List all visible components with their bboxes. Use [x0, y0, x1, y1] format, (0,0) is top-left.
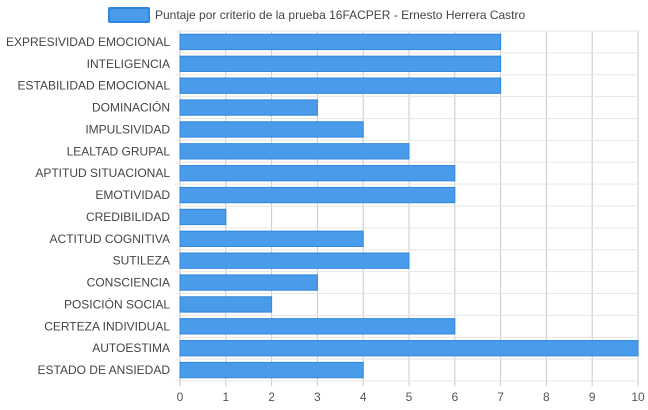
x-axis-tick-labels: 0 1 2 3 4 5 6 7 8 9 10	[177, 390, 645, 404]
bar-10[interactable]	[179, 252, 410, 269]
bar-7[interactable]	[179, 186, 456, 204]
category-label: SUTILEZA	[113, 254, 170, 268]
bar-11[interactable]	[179, 274, 318, 291]
x-tick-label: 4	[360, 390, 367, 404]
x-tick-label: 5	[406, 390, 413, 404]
bar-0[interactable]	[179, 33, 502, 51]
x-tick-label: 6	[451, 390, 458, 404]
category-label: APTITUD SITUACIONAL	[35, 166, 170, 180]
bar-14[interactable]	[179, 340, 639, 357]
bar-2[interactable]	[179, 77, 502, 94]
category-label: ACTITUD COGNITIVA	[50, 232, 170, 246]
category-label: ESTADO DE ANSIEDAD	[38, 363, 171, 377]
bar-8[interactable]	[179, 208, 227, 226]
x-tick-label: 9	[589, 390, 596, 404]
category-label: DOMINACIÓN	[92, 100, 170, 115]
bar-4[interactable]	[179, 121, 364, 138]
x-tick-label: 2	[268, 390, 275, 404]
category-label: EMOTIVIDAD	[95, 188, 170, 202]
category-label: INTELIGENCIA	[87, 57, 170, 71]
bar-9[interactable]	[179, 230, 364, 247]
legend-swatch	[108, 7, 150, 23]
category-label: POSICIÓN SOCIAL	[64, 296, 170, 311]
bar-1[interactable]	[179, 55, 502, 72]
x-tick-label: 1	[222, 390, 229, 404]
category-label: CREDIBILIDAD	[86, 210, 170, 224]
category-label: LEALTAD GRUPAL	[67, 144, 171, 158]
bar-12[interactable]	[179, 296, 273, 313]
bar-13[interactable]	[179, 318, 456, 335]
legend-label: Puntaje por criterio de la prueba 16FACP…	[155, 8, 525, 22]
category-label: EXPRESIVIDAD EMOCIONAL	[6, 35, 170, 49]
category-label: ESTABILIDAD EMOCIONAL	[18, 79, 171, 93]
bar-6[interactable]	[179, 165, 456, 182]
category-label: CERTEZA INDIVIDUAL	[44, 319, 170, 333]
x-tick-label: 8	[543, 390, 550, 404]
category-label: IMPULSIVIDAD	[85, 122, 170, 136]
bar-5[interactable]	[179, 143, 410, 160]
legend[interactable]: Puntaje por criterio de la prueba 16FACP…	[108, 7, 525, 23]
x-tick-label: 10	[631, 390, 645, 404]
bar-15[interactable]	[179, 361, 364, 379]
category-label: AUTOESTIMA	[92, 341, 170, 355]
category-label: CONSCIENCIA	[87, 276, 170, 290]
bars	[179, 33, 639, 379]
x-tick-label: 0	[177, 390, 184, 404]
y-axis-labels: EXPRESIVIDAD EMOCIONAL INTELIGENCIA ESTABI…	[6, 35, 170, 377]
bar-3[interactable]	[179, 99, 318, 116]
x-tick-label: 3	[314, 390, 321, 404]
x-tick-label: 7	[497, 390, 504, 404]
